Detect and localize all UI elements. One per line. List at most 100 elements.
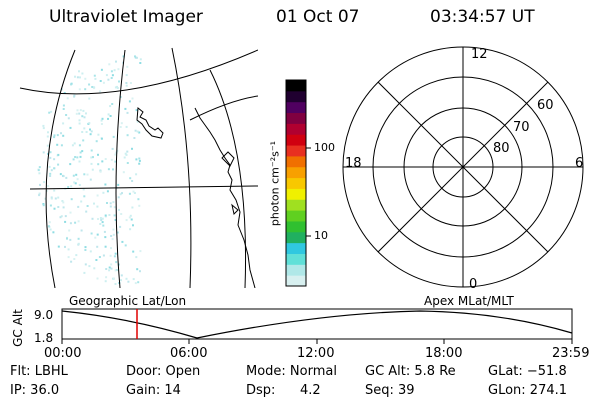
emission-pixel [102,191,105,194]
emission-pixel [101,217,104,220]
emission-pixel [62,122,65,125]
emission-pixel [53,207,56,210]
emission-pixel [100,68,103,71]
emission-pixel [109,105,112,108]
emission-pixel [94,77,97,80]
header-time: 03:34:57 UT [430,7,535,27]
emission-pixel [37,169,40,172]
emission-pixel [123,156,126,159]
emission-pixel [91,86,94,88]
emission-pixel [96,205,99,208]
timeline-y-tick-max: 9.0 [34,308,54,322]
emission-pixel [89,250,92,253]
emission-pixel [112,201,115,204]
emission-pixel [69,211,72,214]
emission-pixel [113,255,116,258]
emission-pixel [126,111,129,114]
emission-pixel [106,202,108,204]
emission-pixel [116,231,119,234]
emission-pixel [120,274,123,277]
emission-pixel [50,197,53,200]
emission-pixel [113,206,116,209]
emission-pixel [49,175,52,177]
emission-pixel [70,185,73,188]
emission-pixel [81,115,84,118]
emission-pixel [97,153,99,156]
emission-pixel [119,126,122,128]
emission-pixel [64,220,67,223]
emission-pixel [129,228,132,231]
emission-pixel [81,72,84,75]
emission-pixel [99,217,102,219]
emission-pixel [78,184,81,186]
emission-pixel [76,76,79,79]
emission-pixel [77,220,80,223]
emission-pixel [71,144,74,147]
emission-pixel [105,74,108,77]
emission-pixel [57,163,60,166]
emission-pixel [49,172,52,175]
emission-pixel [80,229,83,232]
emission-pixel [64,245,66,248]
colorbar-band [286,90,306,103]
colorbar-band [286,80,306,92]
emission-pixel [129,177,132,180]
emission-pixel [112,135,115,138]
emission-pixel [124,152,127,155]
colorbar-band [286,242,306,254]
emission-pixel [90,130,93,133]
colorbar-band [286,145,306,157]
emission-pixel [72,174,75,177]
emission-pixel [125,84,128,87]
emission-pixel [68,229,71,232]
emission-pixel [117,68,120,71]
emission-pixel [132,278,135,281]
lat-label-60: 60 [537,98,554,113]
emission-pixel [139,270,141,273]
emission-pixel [138,159,141,162]
header-date: 01 Oct 07 [276,7,360,27]
emission-pixel [105,268,108,270]
emission-pixel [138,162,141,165]
emission-pixel [126,162,129,164]
emission-pixel [67,256,70,259]
longitude-line [189,95,258,121]
emission-pixel [56,134,59,137]
colorbar-tick-100: 100 [314,141,335,154]
emission-pixel [103,230,106,233]
emission-pixel [112,233,115,236]
emission-pixel [45,189,48,192]
emission-pixel [80,200,83,203]
emission-pixel [111,147,114,150]
emission-pixel [111,74,114,77]
emission-pixel [95,140,98,143]
emission-pixel [138,204,141,207]
emission-pixel [97,218,99,220]
emission-pixel [107,168,110,171]
colorbar-band [286,231,306,244]
emission-pixel [99,80,102,82]
emission-pixel [67,248,70,251]
emission-pixel [85,112,87,115]
emission-pixel [107,78,110,81]
emission-pixel [114,160,117,163]
emission-pixel [120,279,122,282]
latitude-arc [171,47,192,288]
emission-pixel [76,109,79,112]
timeline-y-tick-min: 1.8 [34,331,54,345]
emission-pixel [116,87,119,89]
emission-pixel [64,215,67,218]
emission-pixel [81,131,84,133]
emission-pixel [100,123,103,125]
emission-pixel [73,258,76,260]
emission-pixel [95,259,98,261]
colorbar-band [286,275,306,287]
emission-pixel [62,104,65,107]
emission-pixel [112,168,114,171]
emission-pixel [83,271,86,274]
emission-pixel [92,156,94,159]
emission-pixel [110,263,113,266]
emission-pixel [109,205,112,208]
